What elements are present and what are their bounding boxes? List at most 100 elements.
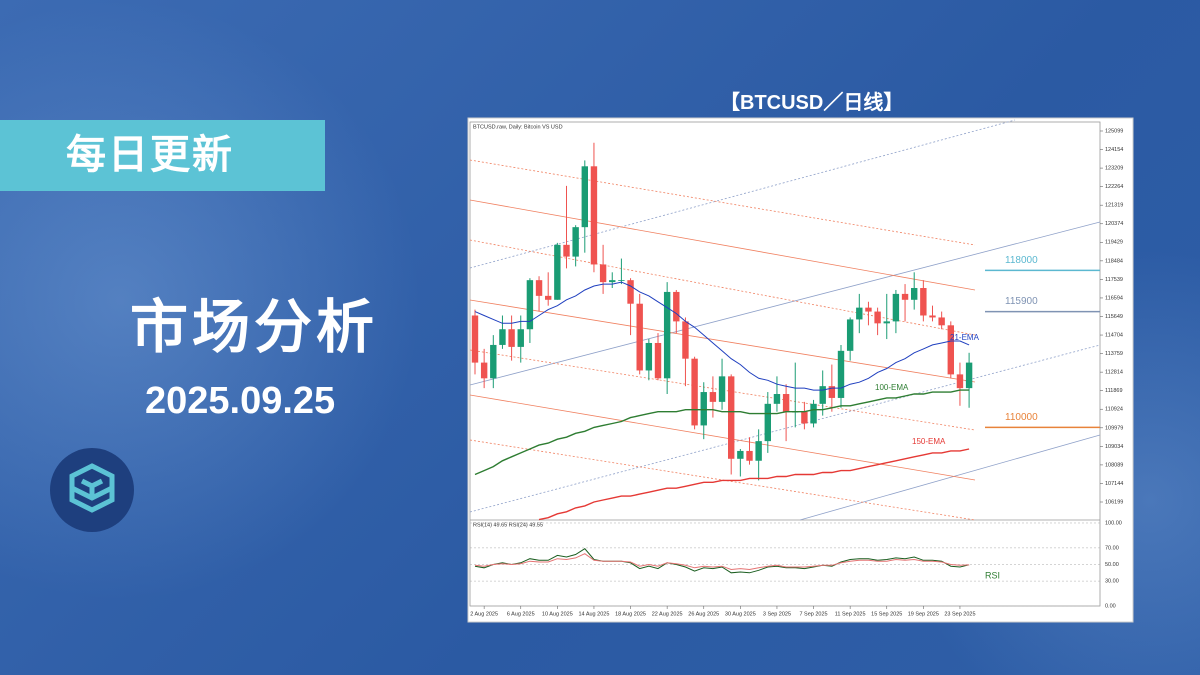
candle-body [801,411,808,424]
ema-label: 21-EMA [950,333,980,342]
candle-body [911,288,918,300]
y-tick-label: 110924 [1105,407,1123,413]
candle-body [526,280,534,330]
candle-body [663,291,671,379]
candle-body [700,392,707,426]
candle-body [618,280,625,281]
y-tick-label: 112814 [1105,370,1123,376]
candle-body [554,244,561,300]
candle-body [901,293,909,300]
candle-body [590,166,598,265]
rsi-name: RSI [985,570,1000,580]
x-tick-label: 14 Aug 2025 [578,611,609,617]
x-tick-label: 7 Sep 2025 [799,611,827,617]
candle-body [755,441,762,461]
ema-line [538,448,970,521]
y-tick-label: 116594 [1105,295,1123,301]
candle-body [929,315,936,318]
candle-body [773,394,781,404]
ema-label: 100-EMA [875,383,909,392]
y-tick-label: 50.00 [1105,562,1119,568]
y-tick-label: 121319 [1105,203,1123,209]
x-tick-label: 11 Sep 2025 [835,611,866,617]
candle-body [480,362,488,379]
y-tick-label: 0.00 [1105,603,1116,609]
chart-title: BTCUSD.raw, Daily: Bitcoin VS USD [473,124,563,130]
level-label: 115900 [1005,296,1038,307]
candle-body [965,362,973,389]
x-tick-label: 26 Aug 2025 [688,611,719,617]
y-tick-label: 118484 [1105,258,1123,264]
candle-body [938,317,945,326]
candle-body [471,315,479,363]
y-tick-label: 119429 [1105,240,1123,246]
x-tick-label: 2 Aug 2025 [470,611,498,617]
candle-body [819,386,826,404]
candle-body [508,329,515,347]
ema-line [474,281,970,391]
candle-body [517,329,524,347]
candle-body [535,280,543,296]
ema-label: 150-EMA [912,437,946,446]
candle-body [563,244,570,257]
y-tick-label: 111869 [1105,388,1123,394]
candle-body [746,450,753,461]
y-tick-label: 114704 [1105,332,1123,338]
badge: 每日更新 [0,120,325,191]
level-label: 110000 [1005,412,1038,423]
candle-body [490,344,497,379]
x-tick-label: 30 Aug 2025 [725,611,756,617]
candle-body [828,386,836,398]
ema-line [474,389,970,476]
candle-body [627,280,634,304]
x-tick-label: 3 Sep 2025 [763,611,791,617]
x-tick-label: 10 Aug 2025 [542,611,573,617]
candle-body [673,291,680,322]
candle-body [947,325,954,375]
chart-heading: 【BTCUSD／日线】 [720,92,904,114]
candle-body [682,321,689,359]
candle-body [572,227,579,257]
candle-body [499,329,506,345]
candle-body [636,303,643,371]
y-tick-label: 124154 [1105,147,1123,153]
candle-body [691,358,698,426]
candle-body [545,295,552,300]
candle-body [782,394,790,412]
rsi-label: RSI(14) 49.65 RSI(24) 49.55 [473,522,543,528]
y-tick-label: 120374 [1105,221,1123,227]
level-label: 118000 [1005,255,1038,266]
candle-body [645,342,653,371]
x-tick-label: 15 Sep 2025 [871,611,902,617]
candle-body [609,280,616,283]
x-tick-label: 23 Sep 2025 [944,611,975,617]
y-tick-label: 125099 [1105,128,1123,134]
candle-body [581,166,588,228]
candle-body [920,288,927,316]
y-tick-label: 100.00 [1105,520,1122,526]
x-tick-label: 22 Aug 2025 [652,611,683,617]
y-tick-label: 107144 [1105,481,1123,487]
rsi-line [474,548,970,574]
date: 2025.09.25 [145,380,336,422]
x-tick-label: 18 Aug 2025 [615,611,646,617]
y-tick-label: 113759 [1105,351,1123,357]
candle-body [883,321,890,324]
candle-body [737,450,744,459]
y-tick-label: 122264 [1105,184,1123,190]
x-tick-label: 6 Aug 2025 [507,611,535,617]
candle-body [865,307,872,312]
rsi-line [474,553,970,571]
y-tick-label: 108089 [1105,462,1123,468]
candle-body [856,307,863,320]
y-tick-label: 109979 [1105,425,1123,431]
candle-body [718,376,726,402]
y-tick-label: 70.00 [1105,545,1119,551]
candle-body [654,342,662,379]
candle-body [892,293,900,322]
candle-body [764,403,771,442]
candle-body [599,264,607,283]
y-tick-label: 30.00 [1105,579,1119,585]
